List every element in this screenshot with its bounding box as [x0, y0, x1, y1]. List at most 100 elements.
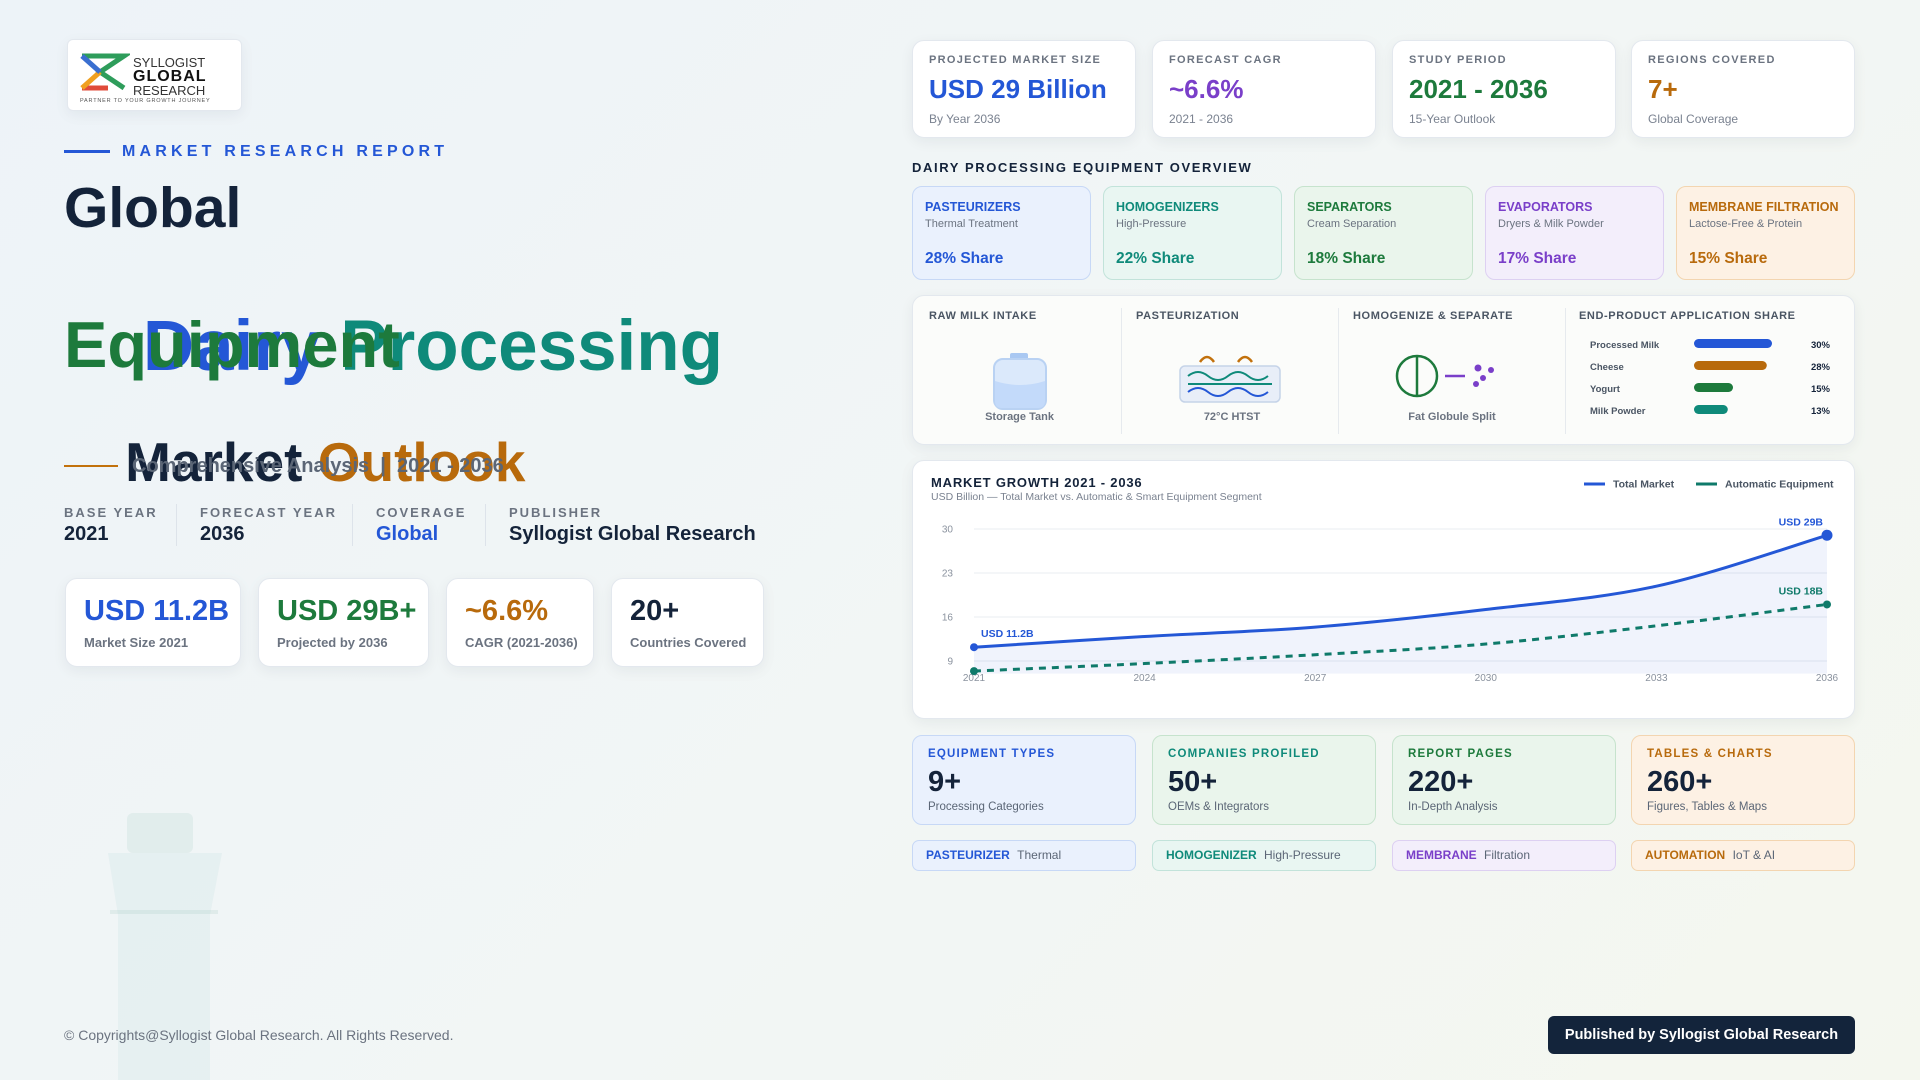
meta-label: PUBLISHER [509, 505, 603, 520]
title-word: Dairy [142, 307, 321, 386]
y-tick-label: 16 [942, 613, 954, 624]
logo-text: SYLLOGIST [133, 55, 206, 70]
title-line: Dairy Processing [64, 240, 723, 453]
step-title: END-PRODUCT APPLICATION SHARE [1579, 310, 1796, 322]
logo: SYLLOGIST GLOBAL RESEARCH PARTNER TO YOU… [67, 39, 242, 111]
report-stat-value: 260+ [1647, 766, 1713, 798]
bottle-decoration [108, 813, 222, 1080]
line [973, 533, 1828, 649]
subtitle: Comprehensive Analysis | 2021 - 2036 [132, 455, 504, 477]
report-stat-card: TABLES & CHARTS 260+ Figures, Tables & Map… [1631, 735, 1855, 825]
legend-label: Total Market [1613, 479, 1675, 491]
value-label: USD 29B [1779, 516, 1824, 528]
stat-label: Market Size 2021 [84, 635, 189, 650]
growth-chart-panel: MARKET GROWTH 2021 - 2036 USD Billion — T… [912, 460, 1855, 719]
tag-name: HOMOGENIZER [1166, 848, 1257, 862]
stat-card: ~6.6% CAGR (2021-2036) [446, 578, 594, 667]
divider [1338, 308, 1339, 434]
tag: AUTOMATION IoT & AI [1631, 840, 1855, 871]
bar [1694, 405, 1728, 414]
kpi-card: PROJECTED MARKET SIZE USD 29 Billion By Ye… [912, 40, 1136, 138]
tag-desc: IoT & AI [1732, 848, 1776, 862]
step-caption: 72°C HTST [1203, 411, 1261, 423]
x-tick-label: 2021 [963, 673, 986, 684]
report-stat-label: EQUIPMENT TYPES [928, 748, 1056, 760]
chart-subtitle: USD Billion — Total Market vs. Automatic… [931, 491, 1262, 503]
stat-label: Countries Covered [630, 635, 747, 650]
value-label: USD 18B [1779, 585, 1824, 597]
tag: MEMBRANE Filtration [1392, 840, 1616, 871]
bar-value-label: 28% [1811, 362, 1831, 373]
stat-card: USD 11.2B Market Size 2021 [65, 578, 241, 667]
stat-value: USD 11.2B [84, 595, 230, 627]
equipment-sub: High-Pressure [1116, 218, 1187, 230]
equipment-card: SEPARATORS Cream Separation 18% Share [1294, 186, 1473, 280]
report-stat-label: TABLES & CHARTS [1647, 748, 1773, 760]
step-title: HOMOGENIZE & SEPARATE [1353, 310, 1514, 322]
title-word: Market [125, 431, 303, 493]
x-tick-label: 2036 [1816, 673, 1839, 684]
tag-name: MEMBRANE [1406, 848, 1477, 862]
meta-value: 2036 [200, 523, 245, 545]
kpi-card: REGIONS COVERED 7+ Global Coverage [1631, 40, 1855, 138]
equipment-name: SEPARATORS [1307, 200, 1392, 214]
report-stat-value: 220+ [1408, 766, 1474, 798]
kpi-sub: 2021 - 2036 [1169, 112, 1234, 126]
equipment-name: PASTEURIZERS [925, 200, 1021, 214]
tag: HOMOGENIZER High-Pressure [1152, 840, 1376, 871]
pasteurizer-icon [1179, 355, 1281, 403]
equipment-share: 18% Share [1307, 250, 1386, 267]
report-stat-sub: OEMs & Integrators [1168, 801, 1269, 813]
title-line: Market Outlook [64, 380, 525, 545]
stat-label: CAGR (2021-2036) [465, 635, 578, 650]
kpi-sub: By Year 2036 [929, 112, 1001, 126]
equipment-name: MEMBRANE FILTRATION [1689, 200, 1839, 214]
divider [352, 504, 353, 546]
equipment-card: MEMBRANE FILTRATION Lactose-Free & Protei… [1676, 186, 1855, 280]
application-share-chart: Processed Milk 30% Cheese 28% Yogurt 15% Milk … [1590, 339, 1831, 417]
logo-text: GLOBAL [133, 68, 207, 85]
kpi-card: FORECAST CAGR ~6.6% 2021 - 2036 [1152, 40, 1376, 138]
kpi-label: FORECAST CAGR [1169, 54, 1282, 66]
divider [176, 504, 177, 546]
bar-value-label: 13% [1811, 406, 1831, 417]
divider [1121, 308, 1122, 434]
copyright: © Copyrights@Syllogist Global Research. … [64, 1027, 454, 1043]
bar-value-label: 15% [1811, 384, 1831, 395]
kpi-label: REGIONS COVERED [1648, 54, 1776, 66]
tag-desc: Thermal [1017, 848, 1062, 862]
bar-category: Yogurt [1590, 384, 1621, 395]
kpi-sub: Global Coverage [1648, 112, 1739, 126]
y-tick-label: 30 [942, 525, 954, 536]
tag-desc: High-Pressure [1264, 848, 1341, 862]
chart-title: MARKET GROWTH 2021 - 2036 [931, 475, 1142, 490]
meta-label: FORECAST YEAR [200, 505, 337, 520]
kpi-value: ~6.6% [1169, 74, 1244, 104]
kpi-card: STUDY PERIOD 2021 - 2036 15-Year Outlook [1392, 40, 1616, 138]
report-stat-sub: Processing Categories [928, 801, 1044, 813]
logo-mark [80, 53, 130, 91]
stat-value: 20+ [630, 595, 680, 627]
point [970, 643, 978, 652]
kpi-label: PROJECTED MARKET SIZE [929, 54, 1102, 66]
title-word: Processing [340, 307, 724, 386]
step-title: RAW MILK INTAKE [929, 310, 1037, 322]
bar-category: Milk Powder [1590, 406, 1646, 417]
meta-value: Global [376, 523, 439, 545]
tag: PASTEURIZER Thermal [912, 840, 1136, 871]
equipment-card: EVAPORATORS Dryers & Milk Powder 17% Share [1485, 186, 1664, 280]
meta-value: 2021 [64, 523, 109, 545]
report-stat-sub: In-Depth Analysis [1408, 801, 1498, 813]
bar [1694, 339, 1772, 348]
title-word: Outlook [317, 431, 526, 493]
publisher-button[interactable]: Published by Syllogist Global Research [1548, 1016, 1855, 1054]
bar [1694, 383, 1733, 392]
kpi-value: USD 29 Billion [929, 74, 1107, 104]
kpi-label: STUDY PERIOD [1409, 54, 1507, 66]
report-stat-sub: Figures, Tables & Maps [1647, 801, 1767, 813]
equipment-card: PASTEURIZERS Thermal Treatment 28% Share [912, 186, 1091, 280]
equipment-sub: Thermal Treatment [925, 218, 1018, 230]
y-tick-label: 9 [947, 657, 953, 668]
eyebrow: MARKET RESEARCH REPORT [122, 143, 449, 160]
